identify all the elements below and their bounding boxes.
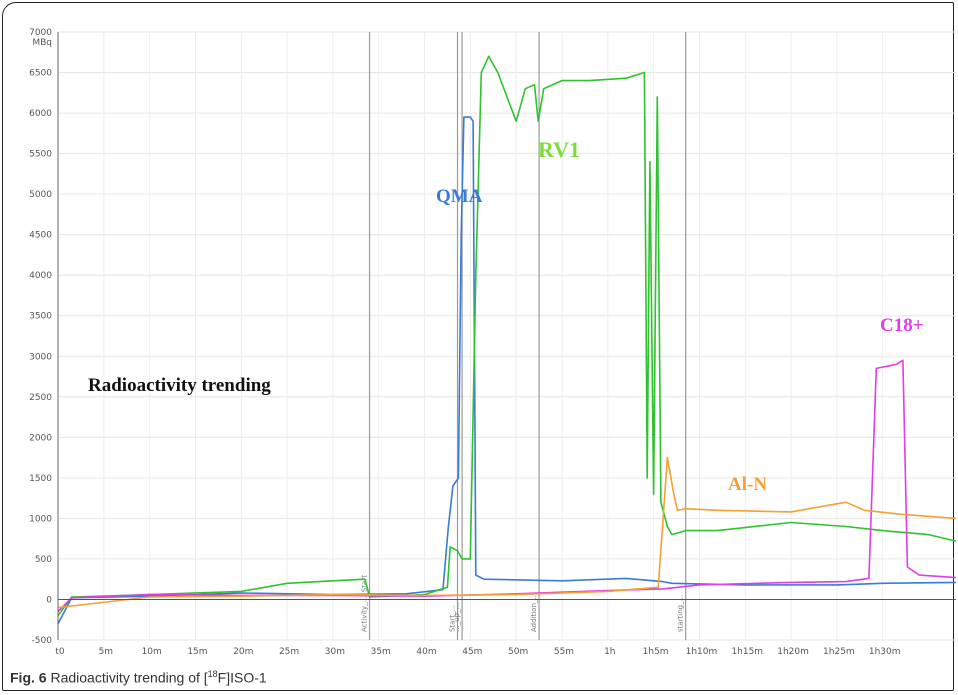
y-tick-label: 3000 (29, 352, 52, 362)
grid (58, 32, 956, 640)
y-tick-label: 500 (35, 555, 52, 565)
x-tick-label: 1h5m (643, 647, 669, 657)
event-marker-label: ..._up_... (453, 603, 461, 632)
series-label-aln: Al-N (728, 474, 767, 495)
figure-caption: Fig. 6 Radioactivity trending of [18F]IS… (10, 669, 267, 686)
y-tick-label: 4000 (29, 271, 52, 281)
x-tick-label: 30m (325, 647, 345, 657)
x-tick-label: 35m (371, 647, 391, 657)
y-tick-label: 2500 (29, 393, 52, 403)
x-tick-label: 1h (604, 647, 615, 657)
caption-sup: 18 (208, 669, 218, 679)
series-line-rv1 (58, 56, 956, 615)
x-tick-label: 25m (279, 647, 299, 657)
y-tick-label: 5500 (29, 150, 52, 160)
y-tick-label: 6500 (29, 69, 52, 79)
x-tick-label: 1h30m (869, 647, 901, 657)
caption-text-after: F]ISO-1 (218, 670, 267, 686)
y-tick-label: -500 (32, 636, 53, 646)
x-tick-label: t0 (55, 647, 65, 657)
x-tick-label: 1h15m (731, 647, 763, 657)
annotation-title: Radioactivity trending (88, 375, 271, 396)
series-label-c18: C18+ (880, 315, 924, 336)
y-tick-label: 1500 (29, 474, 52, 484)
x-tick-label: 1h20m (777, 647, 809, 657)
y-tick-label: 1000 (29, 514, 52, 524)
y-tick-label: 2000 (29, 433, 52, 443)
y-tick-label: 6000 (29, 109, 52, 119)
x-tick-label: 10m (142, 647, 162, 657)
series-label-qma: QMA (436, 186, 483, 207)
caption-text-before: Radioactivity trending of [ (50, 670, 207, 686)
x-tick-label: 15m (187, 647, 207, 657)
axes: -500 0 500 1000 1500 2000 2500 3000 3500 4000 4500… (29, 28, 956, 657)
event-marker-label: Activity_..._Start (361, 575, 369, 632)
y-tick-label: 4500 (29, 231, 52, 241)
x-tick-label: 50m (508, 647, 528, 657)
series-line-c18 (58, 360, 956, 611)
caption-fig-label: Fig. 6 (10, 670, 47, 686)
event-marker-label: Addition_... (530, 593, 538, 632)
y-tick-label: 5000 (29, 190, 52, 200)
series-line-qma (58, 117, 956, 624)
x-tick-label: 1h25m (823, 647, 855, 657)
y-unit-label: MBq (32, 38, 52, 48)
x-tick-label: 55m (554, 647, 574, 657)
event-markers: Activity_..._Start Start_......_up_... Add… (361, 32, 686, 640)
y-tick-label: 3500 (29, 312, 52, 322)
y-tick-label: 0 (46, 595, 52, 605)
y-tick-label: 7000 (29, 28, 52, 38)
event-marker-label: starting_... (677, 595, 685, 632)
x-tick-label: 20m (233, 647, 253, 657)
x-tick-label: 40m (416, 647, 436, 657)
series-label-rv1: RV1 (538, 137, 580, 162)
series-lines (58, 56, 956, 624)
x-tick-label: 1h10m (686, 647, 718, 657)
x-tick-label: 45m (462, 647, 482, 657)
x-tick-label: 5m (99, 647, 114, 657)
